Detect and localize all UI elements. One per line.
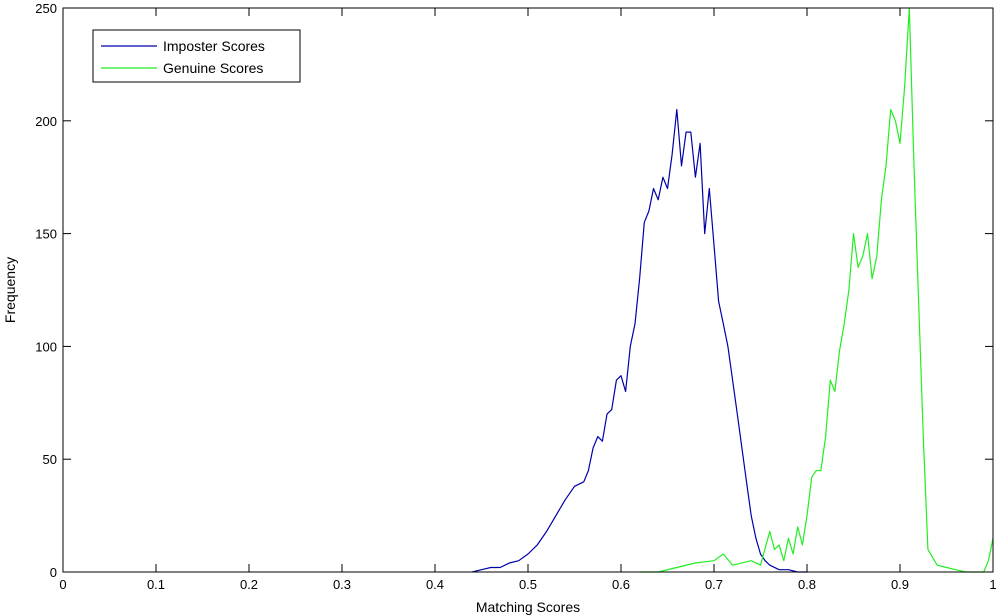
y-tick-label: 200 [35,114,57,129]
x-axis-label: Matching Scores [476,599,580,615]
series-layer [472,7,994,573]
x-axis-ticks: 0 0.1 0.2 0.3 0.4 0.5 0.6 0.7 0.8 0.9 1 [59,8,997,592]
y-axis-ticks: 0 50 100 150 200 250 [35,1,993,580]
y-tick-label: 150 [35,227,57,242]
series-line-genuine [639,7,994,573]
legend-entry-genuine: Genuine Scores [163,60,263,76]
x-tick-label: 0.5 [519,577,537,592]
legend-box [92,29,301,83]
y-tick-label: 250 [35,1,57,16]
x-tick-label: 1 [989,577,996,592]
legend: Imposter Scores Genuine Scores [92,29,301,83]
y-axis-label: Frequency [2,257,18,323]
x-tick-label: 0.1 [147,577,165,592]
series-line-imposter [472,108,807,573]
x-tick-label: 0.3 [333,577,351,592]
legend-entry-imposter: Imposter Scores [163,38,265,54]
x-tick-label: 0 [59,577,66,592]
y-tick-label: 50 [43,452,57,467]
x-tick-label: 0.8 [798,577,816,592]
x-tick-label: 0.6 [612,577,630,592]
y-tick-label: 100 [35,339,57,354]
y-tick-label: 0 [50,565,57,580]
x-tick-label: 0.2 [240,577,258,592]
x-tick-label: 0.7 [705,577,723,592]
x-tick-label: 0.9 [891,577,909,592]
x-tick-label: 0.4 [426,577,444,592]
